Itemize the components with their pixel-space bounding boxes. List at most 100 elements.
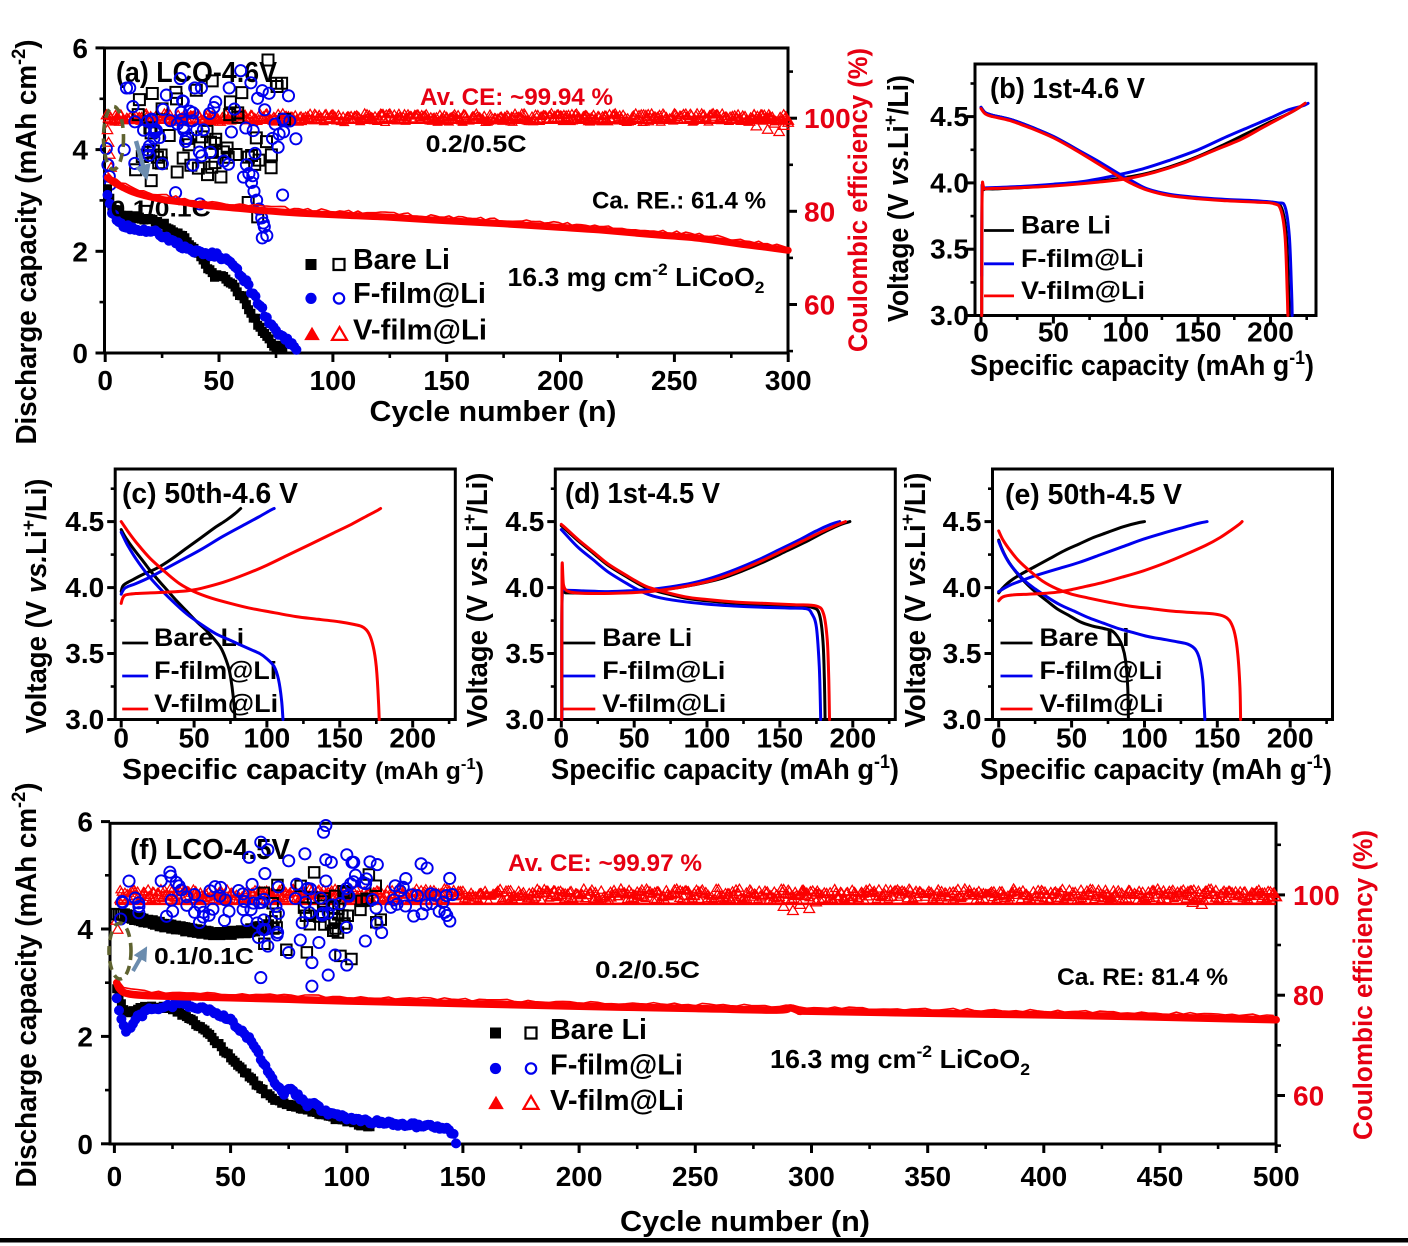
svg-text:Specific capacity (mAh g-1): Specific capacity (mAh g-1) <box>980 752 1332 786</box>
svg-text:3.0: 3.0 <box>65 704 104 735</box>
svg-text:150: 150 <box>423 365 470 396</box>
svg-text:Bare Li: Bare Li <box>1021 212 1111 240</box>
svg-text:Specific capacity (mAh g-1): Specific capacity (mAh g-1) <box>551 752 899 786</box>
svg-text:50: 50 <box>179 723 210 754</box>
svg-text:0: 0 <box>991 723 1007 754</box>
svg-text:(c) 50th-4.6 V: (c) 50th-4.6 V <box>122 478 299 510</box>
svg-text:200: 200 <box>829 723 876 754</box>
svg-text:400: 400 <box>1020 1161 1067 1192</box>
svg-text:Coulombic efficiency (%): Coulombic efficiency (%) <box>1348 830 1378 1140</box>
svg-text:3.0: 3.0 <box>505 704 544 735</box>
svg-text:250: 250 <box>651 365 698 396</box>
svg-text:100: 100 <box>804 103 851 134</box>
svg-text:200: 200 <box>1267 723 1314 754</box>
svg-text:F-film@Li: F-film@Li <box>1021 245 1144 273</box>
svg-text:50: 50 <box>1056 723 1087 754</box>
svg-text:F-film@Li: F-film@Li <box>602 657 725 685</box>
svg-text:0.1/0.1C: 0.1/0.1C <box>154 943 254 969</box>
svg-text:Ca. RE.: 61.4 %: Ca. RE.: 61.4 % <box>592 188 766 215</box>
svg-text:0: 0 <box>554 723 570 754</box>
svg-text:3.5: 3.5 <box>930 234 969 265</box>
svg-text:0: 0 <box>973 317 989 348</box>
svg-text:100: 100 <box>310 365 357 396</box>
svg-text:2: 2 <box>72 236 88 267</box>
svg-text:150: 150 <box>440 1161 487 1192</box>
svg-text:100: 100 <box>244 723 291 754</box>
svg-text:100: 100 <box>1102 317 1149 348</box>
svg-text:Coulombic efficiency (%): Coulombic efficiency (%) <box>843 48 873 352</box>
svg-text:3.5: 3.5 <box>943 638 982 669</box>
svg-text:300: 300 <box>765 365 812 396</box>
svg-text:2: 2 <box>77 1021 93 1052</box>
svg-text:150: 150 <box>757 723 804 754</box>
svg-text:6: 6 <box>77 807 93 838</box>
svg-text:0: 0 <box>72 338 88 369</box>
svg-text:350: 350 <box>904 1161 951 1192</box>
svg-text:Discharge capacity (mAh cm-2): Discharge capacity (mAh cm-2) <box>9 40 43 445</box>
svg-text:50: 50 <box>203 365 234 396</box>
svg-text:Av. CE: ~99.97 %: Av. CE: ~99.97 % <box>508 850 702 877</box>
svg-text:4.0: 4.0 <box>943 572 982 603</box>
svg-text:6: 6 <box>72 33 88 64</box>
svg-text:4.0: 4.0 <box>65 572 104 603</box>
svg-text:4.5: 4.5 <box>930 101 969 132</box>
svg-text:4: 4 <box>77 914 93 945</box>
svg-text:Voltage (V vs.Li+/Li): Voltage (V vs.Li+/Li) <box>460 473 494 728</box>
svg-text:F-film@Li: F-film@Li <box>550 1050 683 1082</box>
svg-text:Bare Li: Bare Li <box>550 1014 647 1046</box>
svg-text:450: 450 <box>1137 1161 1184 1192</box>
svg-text:100: 100 <box>1121 723 1168 754</box>
svg-text:V-film@Li: V-film@Li <box>602 690 726 718</box>
svg-text:F-film@Li: F-film@Li <box>353 278 486 310</box>
svg-text:(f) LCO-4.5V: (f) LCO-4.5V <box>130 834 291 866</box>
svg-text:80: 80 <box>804 196 835 227</box>
svg-text:V-film@Li: V-film@Li <box>550 1085 684 1117</box>
svg-text:Bare Li: Bare Li <box>602 624 692 652</box>
svg-text:V-film@Li: V-film@Li <box>154 690 278 718</box>
svg-text:Ca. RE: 81.4 %: Ca. RE: 81.4 % <box>1057 964 1228 991</box>
svg-text:250: 250 <box>672 1161 719 1192</box>
svg-text:Cycle number (n): Cycle number (n) <box>620 1206 870 1238</box>
svg-text:300: 300 <box>788 1161 835 1192</box>
svg-text:0: 0 <box>77 1129 93 1160</box>
svg-text:500: 500 <box>1253 1161 1300 1192</box>
svg-text:Av. CE: ~99.94 %: Av. CE: ~99.94 % <box>420 84 613 111</box>
svg-text:V-film@Li: V-film@Li <box>1021 277 1145 305</box>
svg-text:200: 200 <box>1247 317 1294 348</box>
svg-text:Cycle number (n): Cycle number (n) <box>370 396 617 428</box>
svg-text:3.5: 3.5 <box>505 638 544 669</box>
svg-text:50: 50 <box>215 1161 246 1192</box>
svg-text:0.2/0.5C: 0.2/0.5C <box>595 957 700 984</box>
svg-text:50: 50 <box>1038 317 1069 348</box>
svg-text:Voltage (V vs.Li+/Li): Voltage (V vs.Li+/Li) <box>881 75 915 322</box>
svg-text:Voltage (V vs.Li+/Li): Voltage (V vs.Li+/Li) <box>898 473 932 728</box>
svg-text:Discharge capacity (mAh cm-2): Discharge capacity (mAh cm-2) <box>9 783 43 1188</box>
svg-text:Specific capacity (mAh g-1): Specific capacity (mAh g-1) <box>122 754 484 786</box>
svg-text:50: 50 <box>619 723 650 754</box>
svg-text:60: 60 <box>804 290 835 321</box>
svg-text:200: 200 <box>556 1161 603 1192</box>
svg-text:F-film@Li: F-film@Li <box>1040 657 1163 685</box>
svg-text:3.5: 3.5 <box>65 638 104 669</box>
svg-text:3.0: 3.0 <box>930 300 969 331</box>
svg-text:Bare Li: Bare Li <box>353 244 450 276</box>
svg-text:0: 0 <box>107 1161 123 1192</box>
svg-text:V-film@Li: V-film@Li <box>353 315 487 347</box>
svg-text:(b) 1st-4.6 V: (b) 1st-4.6 V <box>990 73 1146 105</box>
svg-text:150: 150 <box>1175 317 1222 348</box>
svg-text:80: 80 <box>1293 980 1324 1011</box>
svg-text:60: 60 <box>1293 1081 1324 1112</box>
svg-text:150: 150 <box>1194 723 1241 754</box>
svg-text:4.0: 4.0 <box>505 572 544 603</box>
svg-text:Specific capacity (mAh g-1): Specific capacity (mAh g-1) <box>970 348 1314 382</box>
svg-text:150: 150 <box>316 723 363 754</box>
svg-text:(e) 50th-4.5 V: (e) 50th-4.5 V <box>1005 479 1183 511</box>
svg-text:4.5: 4.5 <box>505 506 544 537</box>
svg-text:200: 200 <box>537 365 584 396</box>
svg-text:100: 100 <box>1293 880 1340 911</box>
svg-text:Voltage (V vs.Li+/Li): Voltage (V vs.Li+/Li) <box>19 479 53 734</box>
svg-text:V-film@Li: V-film@Li <box>1040 690 1164 718</box>
svg-text:0: 0 <box>113 723 129 754</box>
svg-text:(d) 1st-4.5 V: (d) 1st-4.5 V <box>565 478 721 510</box>
